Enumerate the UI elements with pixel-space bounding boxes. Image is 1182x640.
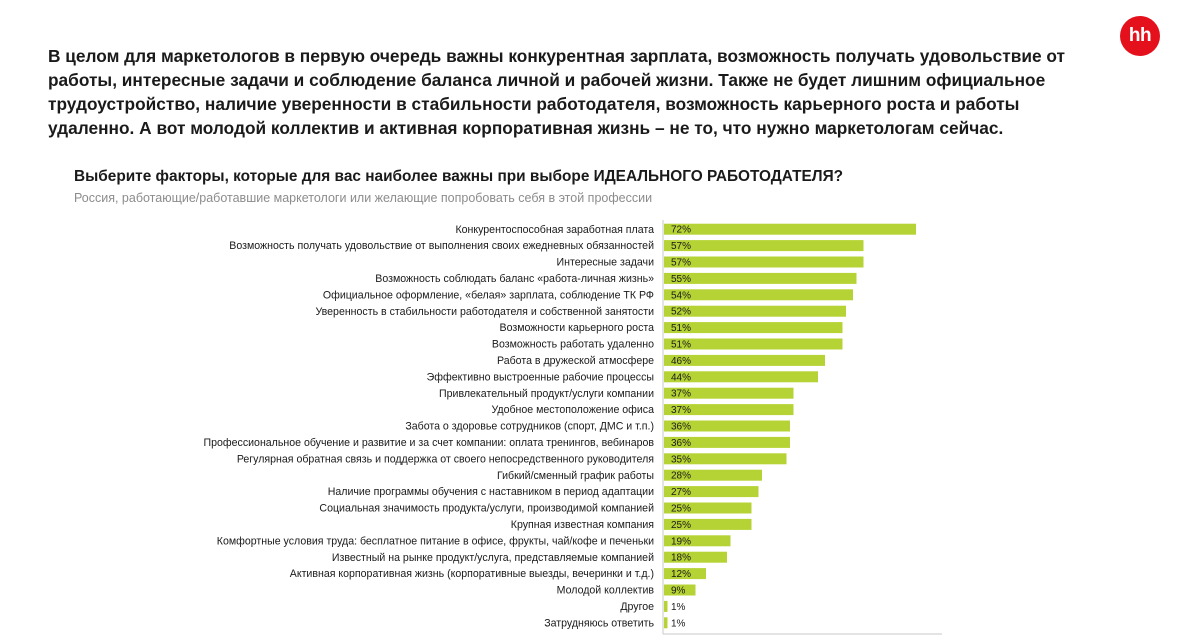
category-label: Другое [620, 601, 654, 613]
value-label: 36% [671, 422, 691, 433]
category-label: Регулярная обратная связь и поддержка от… [237, 453, 654, 465]
category-label: Социальная значимость продукта/услуги, п… [319, 503, 654, 515]
bar [664, 486, 759, 498]
bar [664, 518, 752, 530]
category-label: Привлекательный продукт/услуги компании [439, 388, 654, 400]
bar [664, 338, 843, 350]
category-label: Работа в дружеской атмосфере [497, 355, 654, 367]
category-label: Гибкий/сменный график работы [497, 470, 654, 482]
category-label: Интересные задачи [557, 257, 655, 269]
value-label: 46% [671, 356, 691, 367]
category-label: Забота о здоровье сотрудников (спорт, ДМ… [405, 421, 654, 433]
category-label: Затрудняюсь ответить [544, 617, 654, 629]
bar [664, 436, 790, 448]
bar [664, 272, 857, 284]
bar [664, 617, 668, 629]
bar [664, 502, 752, 514]
category-label: Крупная известная компания [511, 519, 654, 531]
chart-title: Выберите факторы, которые для вас наибол… [74, 168, 844, 185]
bar-chart: Конкурентоспособная заработная плата 72% В… [204, 220, 942, 635]
hh-logo: hh [1120, 16, 1160, 56]
value-label: 19% [671, 536, 691, 547]
value-label: 57% [671, 241, 691, 252]
bar [664, 420, 790, 432]
bar [664, 240, 864, 252]
value-label: 1% [671, 618, 686, 629]
value-label: 52% [671, 307, 691, 318]
bar [664, 600, 668, 612]
value-label: 28% [671, 471, 691, 482]
value-label: 12% [671, 569, 691, 580]
category-label: Наличие программы обучения с наставником… [328, 486, 654, 498]
category-label: Комфортные условия труда: бесплатное пит… [217, 535, 654, 547]
chart-subtitle: Россия, работающие/работавшие маркетолог… [74, 191, 653, 205]
value-label: 51% [671, 340, 691, 351]
category-label: Активная корпоративная жизнь (корпоратив… [290, 568, 654, 580]
category-label: Профессиональное обучение и развитие и з… [204, 437, 655, 449]
bar [664, 568, 706, 580]
value-label: 57% [671, 258, 691, 269]
headline: В целом для маркетологов в первую очеред… [48, 46, 1065, 138]
value-label: 54% [671, 290, 691, 301]
value-label: 18% [671, 553, 691, 564]
category-label: Возможность работать удаленно [492, 339, 654, 351]
bar [664, 322, 843, 334]
bar [664, 404, 794, 416]
value-label: 35% [671, 454, 691, 465]
value-label: 27% [671, 487, 691, 498]
category-label: Эффективно выстроенные рабочие процессы [427, 371, 654, 383]
bar [664, 469, 762, 481]
category-label: Конкурентоспособная заработная плата [455, 224, 654, 236]
logo-text: hh [1128, 25, 1152, 46]
bar [664, 305, 846, 317]
value-label: 37% [671, 389, 691, 400]
category-label: Известный на рынке продукт/услуга, предс… [332, 552, 654, 564]
category-label: Уверенность в стабильности работодателя … [316, 306, 655, 318]
value-label: 51% [671, 323, 691, 334]
bar [664, 551, 727, 563]
value-label: 37% [671, 405, 691, 416]
bar [664, 387, 794, 399]
category-label: Удобное местоположение офиса [492, 404, 655, 416]
category-label: Официальное оформление, «белая» зарплата… [323, 289, 654, 301]
value-label: 55% [671, 274, 691, 285]
category-label: Молодой коллектив [557, 585, 655, 597]
bar [664, 371, 818, 383]
bar [664, 453, 787, 465]
value-label: 25% [671, 520, 691, 531]
bar [664, 354, 825, 366]
category-label: Возможность получать удовольствие от вып… [229, 240, 654, 252]
bar [664, 223, 916, 235]
value-label: 36% [671, 438, 691, 449]
category-label: Возможности карьерного роста [500, 322, 655, 334]
value-label: 9% [671, 586, 686, 597]
value-label: 1% [671, 602, 686, 613]
bar [664, 289, 853, 301]
bar [664, 584, 696, 596]
value-label: 72% [671, 225, 691, 236]
value-label: 44% [671, 372, 691, 383]
bar [664, 535, 731, 547]
bar [664, 256, 864, 268]
value-label: 25% [671, 504, 691, 515]
category-label: Возможность соблюдать баланс «работа-лич… [375, 273, 654, 285]
